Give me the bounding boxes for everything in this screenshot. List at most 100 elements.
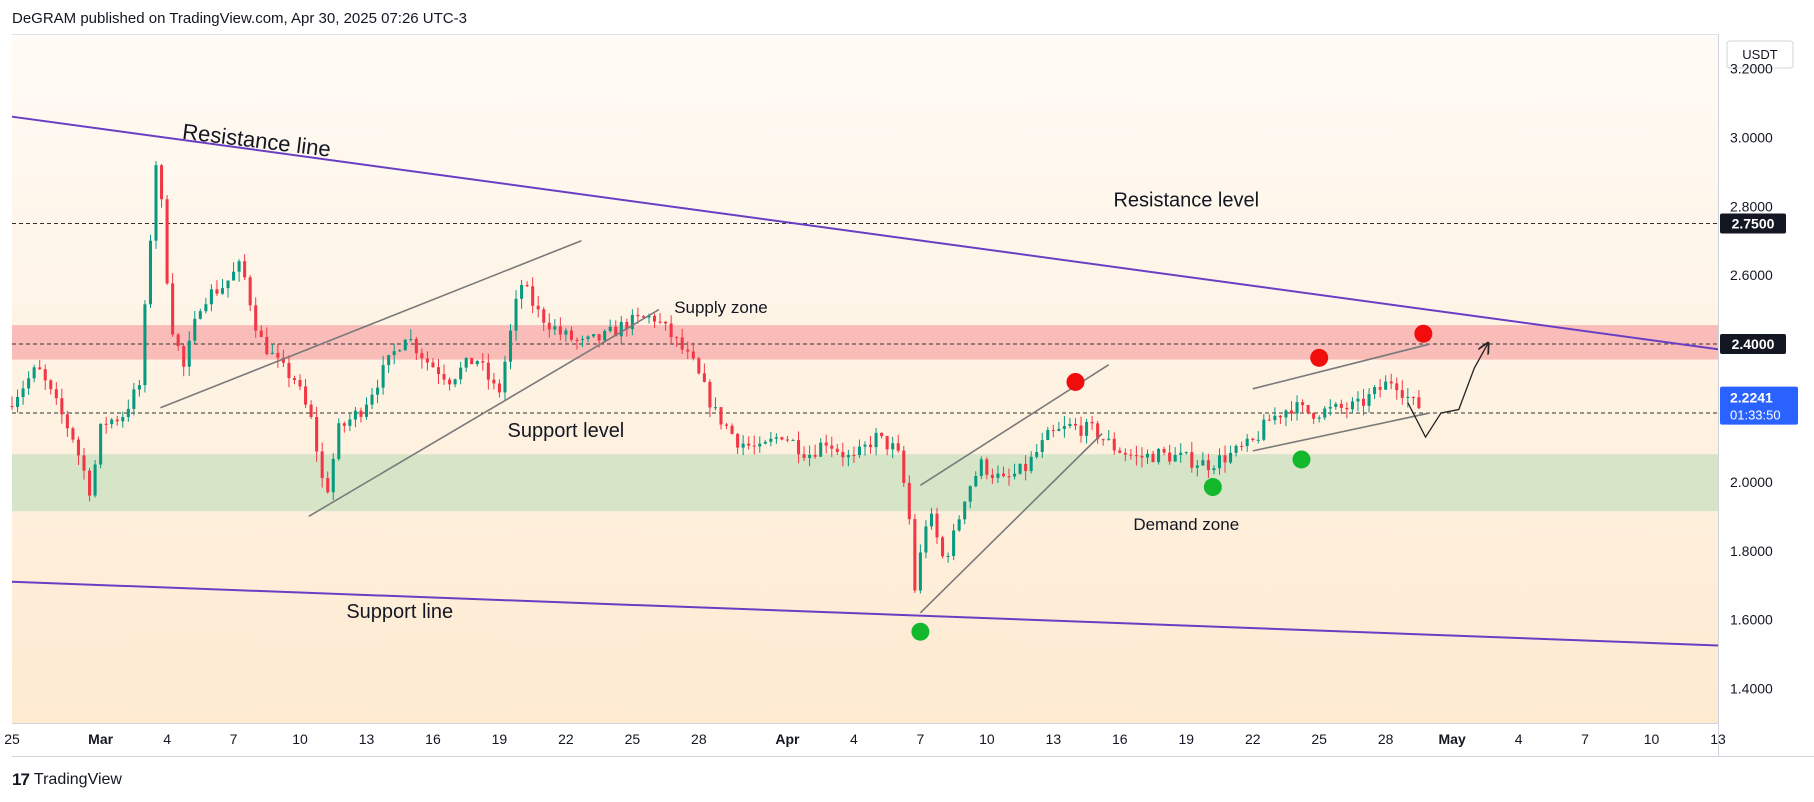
candle-body <box>525 284 529 287</box>
candle-body <box>763 441 767 444</box>
candle-body <box>741 443 745 448</box>
candle-body <box>575 339 579 341</box>
candle-body <box>1157 449 1161 463</box>
candle-body <box>1145 453 1150 458</box>
candle-body <box>675 337 679 339</box>
candle-body <box>182 346 186 367</box>
candle-body <box>918 552 922 591</box>
candle-body <box>1345 407 1349 410</box>
candle-body <box>1251 438 1255 440</box>
candle-body <box>941 537 945 557</box>
candle-body <box>403 339 407 351</box>
candle-body <box>641 316 645 318</box>
candle-body <box>1417 397 1421 409</box>
candle-body <box>924 526 928 553</box>
last-price-label: 2.2241 <box>1730 390 1773 406</box>
candle-body <box>1173 454 1177 462</box>
candle-body <box>996 473 1000 478</box>
tradingview-footer[interactable]: 17 TradingView <box>12 770 122 790</box>
candle-body <box>1051 430 1055 432</box>
candle-body <box>99 423 103 465</box>
x-tick-label: May <box>1439 731 1466 747</box>
candle-body <box>990 474 994 478</box>
candle-body <box>486 362 490 380</box>
candle-body <box>265 336 269 355</box>
candle-body <box>38 367 42 370</box>
candle-body <box>337 423 341 459</box>
price-label: 2.4000 <box>1732 336 1775 352</box>
candle-body <box>453 379 457 385</box>
last-price-bg <box>1720 386 1798 425</box>
green-marker <box>1292 450 1311 469</box>
candle-body <box>780 437 784 440</box>
x-tick-label: 13 <box>1710 731 1726 747</box>
candle-body <box>1356 398 1360 402</box>
x-tick-label: 13 <box>359 731 375 747</box>
candle-body <box>1361 398 1366 406</box>
candle-body <box>292 378 297 381</box>
candle-body <box>331 458 335 493</box>
candle-body <box>49 380 53 390</box>
currency-box <box>1726 40 1794 69</box>
candle-body <box>874 432 878 448</box>
candle-body <box>298 380 302 387</box>
publisher-header: DeGRAM published on TradingView.com, Apr… <box>12 10 467 27</box>
candle-body <box>21 388 25 398</box>
x-tick-label: Mar <box>88 731 113 747</box>
candle-body <box>658 321 662 323</box>
y-tick-label: 3.2000 <box>1730 60 1773 76</box>
candle-body <box>957 519 961 531</box>
candle-body <box>680 337 684 350</box>
candle-body <box>1195 465 1199 468</box>
candle-body <box>1096 423 1100 440</box>
candle-body <box>1184 452 1188 454</box>
candle-body <box>1140 455 1144 458</box>
candle-body <box>1234 445 1238 453</box>
candle-body <box>531 286 535 306</box>
candle-body <box>132 389 136 409</box>
candle-body <box>431 362 435 368</box>
x-tick-label: 16 <box>1112 731 1128 747</box>
candle-body <box>143 304 147 386</box>
candle-body <box>137 385 141 390</box>
candle-body <box>1001 473 1005 477</box>
candle-body <box>935 513 939 538</box>
candle-body <box>232 271 236 281</box>
candle-body <box>813 454 817 457</box>
candle-body <box>342 423 346 426</box>
candle-body <box>281 357 285 363</box>
x-tick-label: 7 <box>1581 731 1589 747</box>
candle-body <box>160 165 164 200</box>
candle-body <box>165 199 169 284</box>
candle-body <box>497 383 501 393</box>
candles <box>10 161 1421 594</box>
candle-body <box>564 330 568 335</box>
candle-body <box>902 450 906 483</box>
candle-body <box>1328 406 1332 409</box>
countdown-label: 01:33:50 <box>1730 408 1781 423</box>
candle-body <box>636 314 640 317</box>
candle-body <box>913 519 917 591</box>
candle-body <box>553 326 557 330</box>
red-marker <box>1310 348 1329 367</box>
candle-body <box>315 416 319 452</box>
candle-body <box>32 367 36 379</box>
x-tick-label: 10 <box>979 731 995 747</box>
support-level-label: Support level <box>508 420 625 442</box>
candle-body <box>514 298 518 331</box>
candle-body <box>43 369 47 381</box>
candle-body <box>1024 463 1028 472</box>
candle-body <box>1035 452 1039 457</box>
support-line-label: Support line <box>346 601 453 623</box>
candle-body <box>1018 463 1022 474</box>
candle-body <box>614 326 618 337</box>
candle-body <box>1295 402 1299 414</box>
x-tick-label: Apr <box>775 731 800 747</box>
candle-body <box>691 351 695 359</box>
candle-body <box>1289 410 1294 414</box>
candle-body <box>320 451 324 479</box>
candle-body <box>243 261 247 278</box>
candle-body <box>542 309 546 323</box>
y-tick-label: 1.6000 <box>1730 612 1773 628</box>
